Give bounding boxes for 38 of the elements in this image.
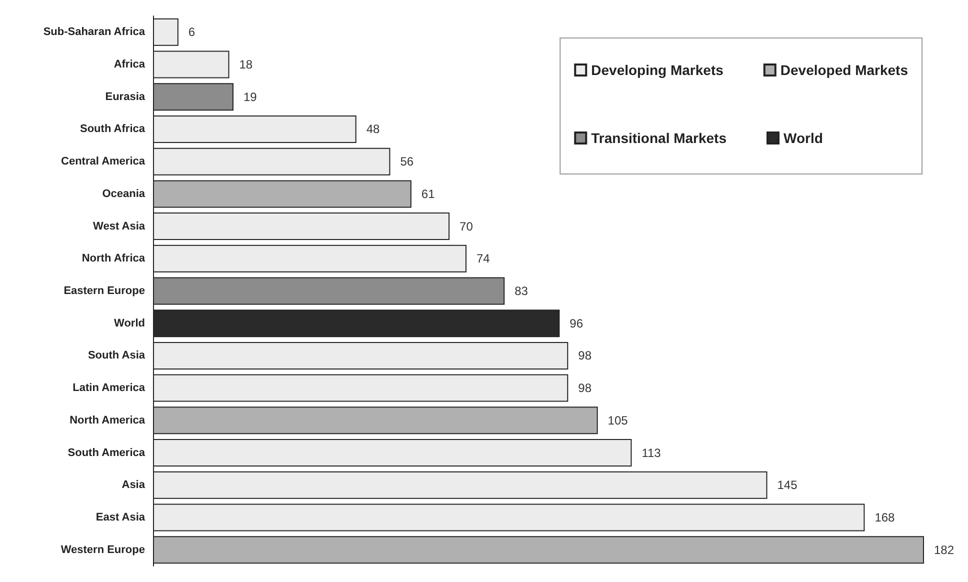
data-label: 70 xyxy=(460,219,474,234)
data-label: 6 xyxy=(188,25,196,40)
y-tick-label: Sub-Saharan Africa xyxy=(43,26,146,38)
legend-label: World xyxy=(784,130,823,146)
data-label: 19 xyxy=(243,90,258,104)
data-label: 83 xyxy=(514,284,528,298)
legend-label: Transitional Markets xyxy=(591,130,727,146)
data-label: 96 xyxy=(570,316,584,330)
y-tick-label: South Asia xyxy=(88,350,146,362)
y-tick-label: North Africa xyxy=(82,252,146,265)
y-tick-label: Eastern Europe xyxy=(64,285,145,297)
data-label: 182 xyxy=(934,542,954,557)
y-tick-label: Central America xyxy=(61,156,146,168)
y-tick-label: Latin America xyxy=(72,382,146,394)
y-tick-label: South America xyxy=(68,446,146,459)
data-label: 168 xyxy=(874,510,896,524)
y-tick-label: Africa xyxy=(114,58,146,71)
y-tick-label: Western Europe xyxy=(60,544,145,556)
y-tick-label: South Africa xyxy=(80,123,146,136)
data-label: 56 xyxy=(400,154,414,169)
data-label: 18 xyxy=(239,58,253,72)
legend-label: Developing Markets xyxy=(591,62,724,78)
data-label: 61 xyxy=(421,186,436,201)
data-label: 98 xyxy=(578,381,592,396)
y-tick-label: Oceania xyxy=(102,188,146,200)
data-label: 48 xyxy=(366,122,380,136)
data-label: 74 xyxy=(476,252,490,266)
data-label: 105 xyxy=(608,413,628,428)
y-tick-label: Eurasia xyxy=(105,90,146,103)
y-tick-label: East Asia xyxy=(96,511,146,524)
data-label: 98 xyxy=(578,348,592,363)
data-label: 113 xyxy=(642,446,662,460)
y-tick-label: Asia xyxy=(122,479,146,492)
legend-label: Developed Markets xyxy=(780,62,908,78)
data-label: 145 xyxy=(777,478,798,492)
y-tick-label: West Asia xyxy=(93,220,146,232)
y-tick-label: North America xyxy=(70,414,146,426)
y-tick-label: World xyxy=(114,317,145,330)
